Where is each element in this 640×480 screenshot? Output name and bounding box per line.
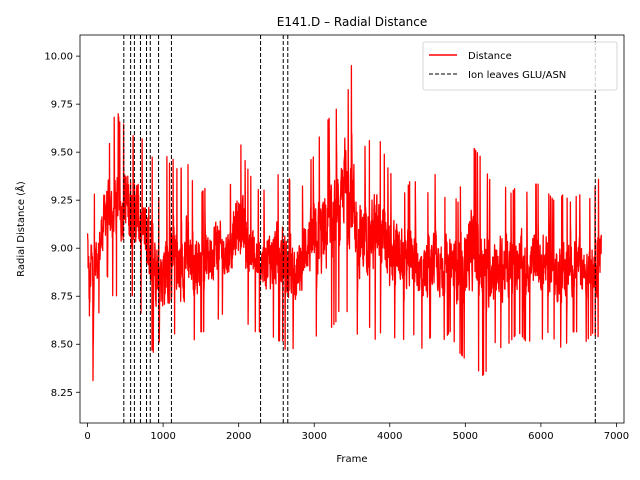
distance-series-line xyxy=(86,64,602,382)
y-tick-label: 8.25 xyxy=(51,388,73,399)
x-tick-label: 0 xyxy=(84,431,90,442)
y-tick-label: 8.75 xyxy=(51,292,73,303)
x-axis: 0 1000 2000 3000 4000 5000 6000 7000 xyxy=(84,423,629,442)
event-lines-layer xyxy=(123,35,596,423)
y-tick-label: 9.00 xyxy=(51,244,73,255)
legend: Distance Ion leaves GLU/ASN xyxy=(422,41,618,91)
x-axis-title: Frame xyxy=(336,454,367,465)
x-tick-label: 3000 xyxy=(301,431,326,442)
x-tick-label: 7000 xyxy=(604,431,629,442)
x-tick-label: 5000 xyxy=(453,431,478,442)
legend-ion-label: Ion leaves GLU/ASN xyxy=(468,70,566,81)
plot-data-layer xyxy=(86,64,602,382)
y-axis-title: Radial Distance (Å) xyxy=(14,181,27,277)
x-tick-label: 4000 xyxy=(377,431,402,442)
y-tick-label: 9.75 xyxy=(51,100,73,111)
y-tick-label: 10.00 xyxy=(44,52,73,63)
chart-title: E141.D – Radial Distance xyxy=(277,15,428,29)
x-tick-label: 2000 xyxy=(226,431,251,442)
y-tick-label: 9.25 xyxy=(51,196,73,207)
y-tick-label: 8.50 xyxy=(51,340,73,351)
legend-distance-label: Distance xyxy=(468,51,512,62)
x-tick-label: 6000 xyxy=(528,431,553,442)
legend-box xyxy=(422,41,618,91)
y-tick-label: 9.50 xyxy=(51,148,73,159)
y-axis: 8.25 8.50 8.75 9.00 9.25 9.50 9.75 10.00 xyxy=(44,52,80,399)
x-tick-label: 1000 xyxy=(150,431,175,442)
plot-frame xyxy=(79,34,625,424)
